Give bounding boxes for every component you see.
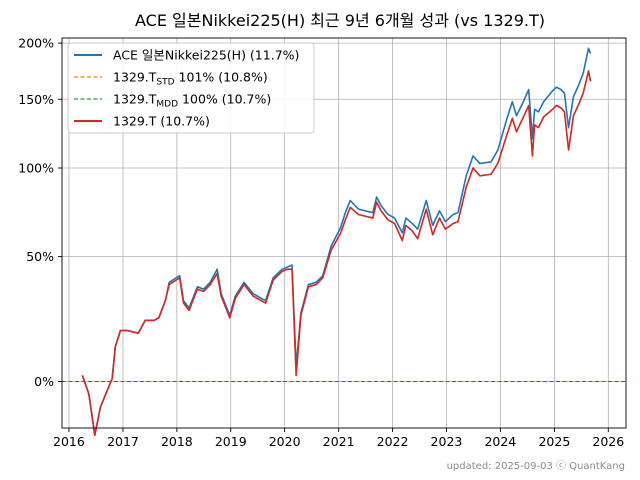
legend-box bbox=[67, 42, 315, 134]
x-tick-label: 2022 bbox=[377, 434, 409, 449]
x-tick-label: 2018 bbox=[161, 434, 193, 449]
x-tick-label: 2021 bbox=[323, 434, 355, 449]
y-tick-label: 100% bbox=[18, 161, 54, 176]
plot-frame bbox=[61, 37, 627, 429]
legend: ACE 일본Nikkei225(H) (11.7%) 1329.TSTD 101%… bbox=[67, 42, 315, 134]
legend-label: 1329.TSTD 101% (10.8%) bbox=[113, 70, 268, 88]
x-tick-label: 2019 bbox=[215, 434, 247, 449]
x-tick-label: 2025 bbox=[538, 434, 570, 449]
x-tick-label: 2026 bbox=[592, 434, 624, 449]
y-tick-label: 200% bbox=[18, 36, 54, 51]
legend-label: ACE 일본Nikkei225(H) (11.7%) bbox=[113, 48, 299, 63]
legend-label: 1329.T (10.7%) bbox=[113, 114, 210, 129]
footer-credit: updated: 2025-09-03 ⓒ QuantKang bbox=[447, 460, 625, 472]
x-tick-label: 2017 bbox=[107, 434, 139, 449]
axes-layer: 0% 50% 100% 150% 200% 2016 2017 2018 2019 2020 202… bbox=[18, 36, 627, 449]
x-tick-label: 2016 bbox=[53, 434, 85, 449]
x-tick-label: 2023 bbox=[431, 434, 463, 449]
y-tick-label: 50% bbox=[26, 249, 54, 264]
x-tick-label: 2020 bbox=[269, 434, 301, 449]
y-tick-label: 150% bbox=[18, 92, 54, 107]
legend-label: 1329.TMDD 100% (10.7%) bbox=[113, 92, 271, 110]
x-tick-label: 2024 bbox=[484, 434, 516, 449]
chart-title: ACE 일본Nikkei225(H) 최근 9년 6개월 성과 (vs 1329… bbox=[135, 11, 545, 30]
series-line-3 bbox=[81, 70, 592, 437]
series-layer bbox=[81, 47, 592, 437]
y-tick-label: 0% bbox=[34, 374, 54, 389]
